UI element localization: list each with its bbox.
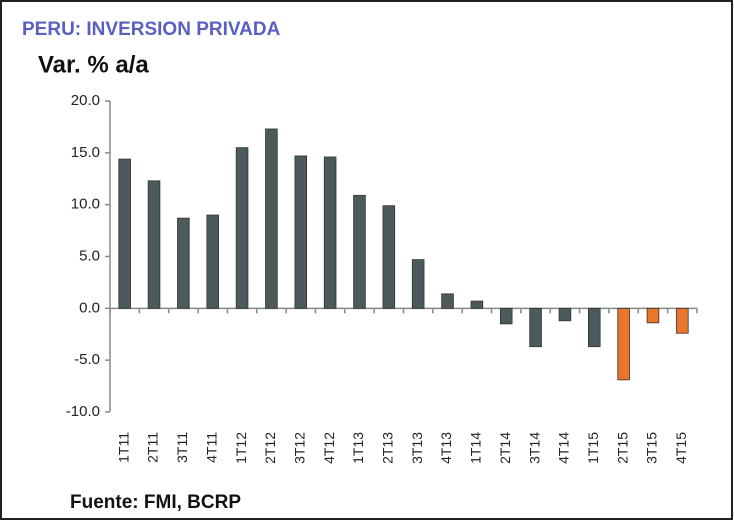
x-tick-label: 2T12 [262,432,278,464]
x-tick-label: 2T15 [614,432,630,464]
x-tick-label: 3T12 [291,432,307,464]
x-tick-label: 3T14 [526,432,542,464]
y-tick-label: 10.0 [71,196,100,213]
x-tick-label: 2T14 [497,432,513,464]
y-tick-label: -10.0 [66,403,100,420]
bar [323,156,337,309]
bar [529,307,542,348]
bar [588,307,601,348]
bar [411,259,425,309]
bar [558,307,572,322]
x-tick-label: 4T11 [203,432,219,463]
x-tick-label: 3T13 [409,432,425,464]
bar [470,300,484,309]
bar [206,214,219,309]
x-tick-label: 4T15 [673,432,689,464]
bar [646,307,660,324]
y-tick-label: 20.0 [71,92,100,109]
x-tick-label: 4T14 [556,432,572,464]
x-tick-label: 2T11 [145,432,161,463]
x-tick-label: 1T12 [233,432,249,464]
bar [353,194,366,309]
y-tick-label: 0.0 [79,299,100,316]
x-tick-label: 3T15 [644,432,660,464]
x-tick-label: 1T14 [468,432,484,464]
bar [265,128,278,309]
x-tick-label: 1T13 [350,432,366,464]
bar [441,293,454,309]
x-tick-label: 1T11 [115,432,131,463]
bar [235,147,249,309]
x-tick-label: 4T12 [321,432,337,464]
x-tick-label: 3T11 [174,432,190,463]
bar [617,307,630,381]
bar [499,307,513,325]
y-tick-label: 5.0 [79,247,100,264]
x-tick-label: 4T13 [438,432,454,464]
x-tick-label: 1T15 [585,432,601,464]
bar [177,217,190,309]
source-note: Fuente: FMI, BCRP [70,492,241,513]
bar [676,307,689,334]
bar [118,158,131,309]
chart-title: PERU: INVERSION PRIVADA [22,19,281,40]
bar [147,180,161,309]
bar [382,205,396,309]
bar [294,155,308,309]
chart-subtitle: Var. % a/a [38,51,149,78]
y-tick-label: 15.0 [71,144,100,161]
x-tick-label: 2T13 [380,432,396,464]
y-tick-label: -5.0 [74,351,100,368]
